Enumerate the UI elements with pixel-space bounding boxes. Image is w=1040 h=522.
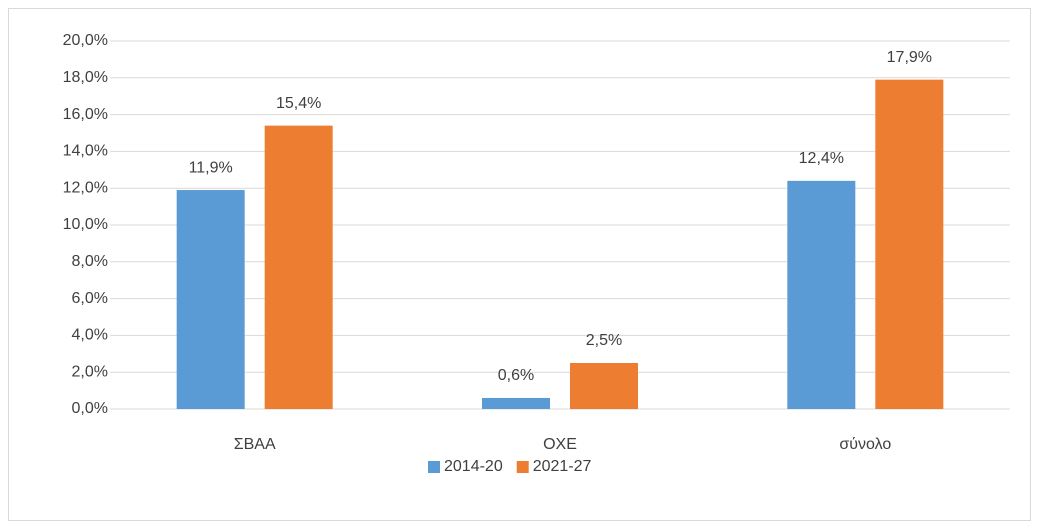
x-tick-label: σύνολο [839, 436, 891, 453]
x-tick-label: ΣΒΑΑ [234, 436, 276, 453]
y-tick-label: 4,0% [72, 327, 108, 344]
y-tick-label: 8,0% [72, 253, 108, 270]
y-tick-label: 10,0% [63, 216, 108, 233]
legend-swatch [516, 461, 529, 473]
y-tick-label: 6,0% [72, 290, 108, 307]
y-tick-label: 18,0% [63, 69, 108, 86]
y-tick-label: 12,0% [63, 179, 108, 196]
bar [264, 125, 333, 409]
bar [176, 190, 245, 409]
data-label: 15,4% [276, 95, 321, 112]
y-tick-label: 14,0% [63, 143, 108, 160]
y-tick-label: 16,0% [63, 106, 108, 123]
y-tick-label: 2,0% [72, 363, 108, 380]
legend-label: 2014-20 [444, 458, 503, 475]
bar [875, 79, 944, 409]
data-label: 11,9% [189, 159, 233, 176]
y-tick-label: 20,0% [63, 32, 108, 49]
legend-label: 2021-27 [533, 458, 592, 475]
bar [570, 363, 638, 409]
bar [787, 180, 856, 409]
data-label: 0,6% [498, 367, 534, 384]
data-label: 2,5% [586, 332, 622, 349]
data-label: 12,4% [799, 150, 844, 167]
data-label: 17,9% [887, 49, 932, 66]
y-tick-label: 0,0% [72, 400, 108, 417]
legend-swatch [428, 461, 440, 473]
x-tick-label: ΟΧΕ [543, 436, 577, 453]
bar [482, 397, 550, 409]
